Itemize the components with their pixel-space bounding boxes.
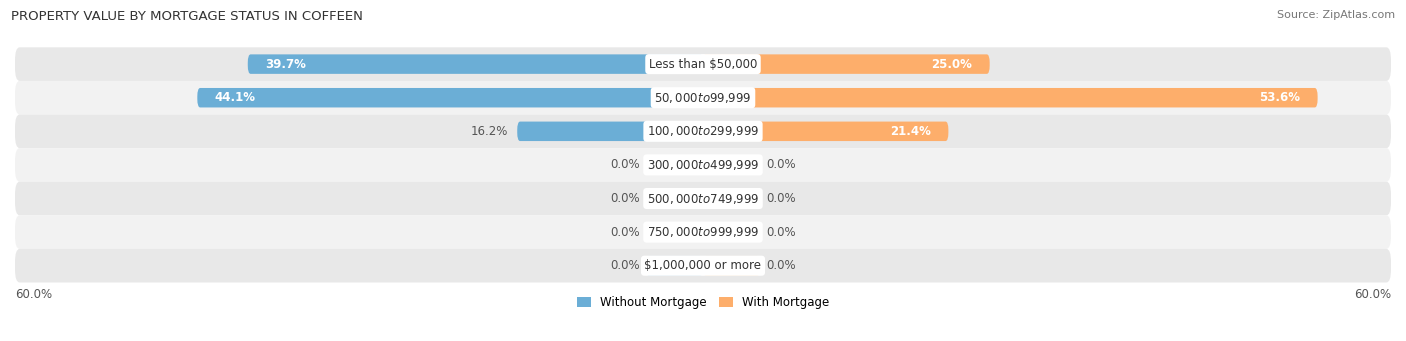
Text: 39.7%: 39.7%: [264, 58, 307, 71]
Text: $1,000,000 or more: $1,000,000 or more: [644, 259, 762, 272]
Text: 0.0%: 0.0%: [610, 259, 640, 272]
FancyBboxPatch shape: [15, 215, 1391, 249]
Text: $300,000 to $499,999: $300,000 to $499,999: [647, 158, 759, 172]
FancyBboxPatch shape: [703, 189, 761, 208]
FancyBboxPatch shape: [15, 47, 1391, 81]
FancyBboxPatch shape: [703, 88, 1317, 107]
Text: 0.0%: 0.0%: [610, 159, 640, 172]
Text: $750,000 to $999,999: $750,000 to $999,999: [647, 225, 759, 239]
Text: 53.6%: 53.6%: [1260, 91, 1301, 104]
Text: $100,000 to $299,999: $100,000 to $299,999: [647, 124, 759, 138]
Text: 0.0%: 0.0%: [610, 226, 640, 239]
Text: 0.0%: 0.0%: [766, 226, 796, 239]
FancyBboxPatch shape: [15, 115, 1391, 148]
FancyBboxPatch shape: [15, 148, 1391, 182]
FancyBboxPatch shape: [15, 81, 1391, 115]
FancyBboxPatch shape: [15, 249, 1391, 282]
FancyBboxPatch shape: [703, 256, 761, 276]
Text: 44.1%: 44.1%: [215, 91, 256, 104]
Text: 60.0%: 60.0%: [1354, 287, 1391, 300]
Text: 0.0%: 0.0%: [610, 192, 640, 205]
Text: 25.0%: 25.0%: [932, 58, 973, 71]
FancyBboxPatch shape: [645, 189, 703, 208]
Text: 16.2%: 16.2%: [471, 125, 508, 138]
FancyBboxPatch shape: [703, 54, 990, 74]
Text: 0.0%: 0.0%: [766, 259, 796, 272]
Legend: Without Mortgage, With Mortgage: Without Mortgage, With Mortgage: [572, 291, 834, 313]
Text: Source: ZipAtlas.com: Source: ZipAtlas.com: [1277, 10, 1395, 20]
FancyBboxPatch shape: [703, 122, 949, 141]
FancyBboxPatch shape: [15, 182, 1391, 215]
FancyBboxPatch shape: [703, 222, 761, 242]
FancyBboxPatch shape: [517, 122, 703, 141]
FancyBboxPatch shape: [645, 222, 703, 242]
Text: 0.0%: 0.0%: [766, 159, 796, 172]
FancyBboxPatch shape: [645, 256, 703, 276]
FancyBboxPatch shape: [197, 88, 703, 107]
Text: $500,000 to $749,999: $500,000 to $749,999: [647, 192, 759, 206]
Text: 21.4%: 21.4%: [890, 125, 931, 138]
FancyBboxPatch shape: [247, 54, 703, 74]
FancyBboxPatch shape: [703, 155, 761, 175]
Text: Less than $50,000: Less than $50,000: [648, 58, 758, 71]
Text: PROPERTY VALUE BY MORTGAGE STATUS IN COFFEEN: PROPERTY VALUE BY MORTGAGE STATUS IN COF…: [11, 10, 363, 23]
Text: 0.0%: 0.0%: [766, 192, 796, 205]
Text: $50,000 to $99,999: $50,000 to $99,999: [654, 91, 752, 105]
FancyBboxPatch shape: [645, 155, 703, 175]
Text: 60.0%: 60.0%: [15, 287, 52, 300]
